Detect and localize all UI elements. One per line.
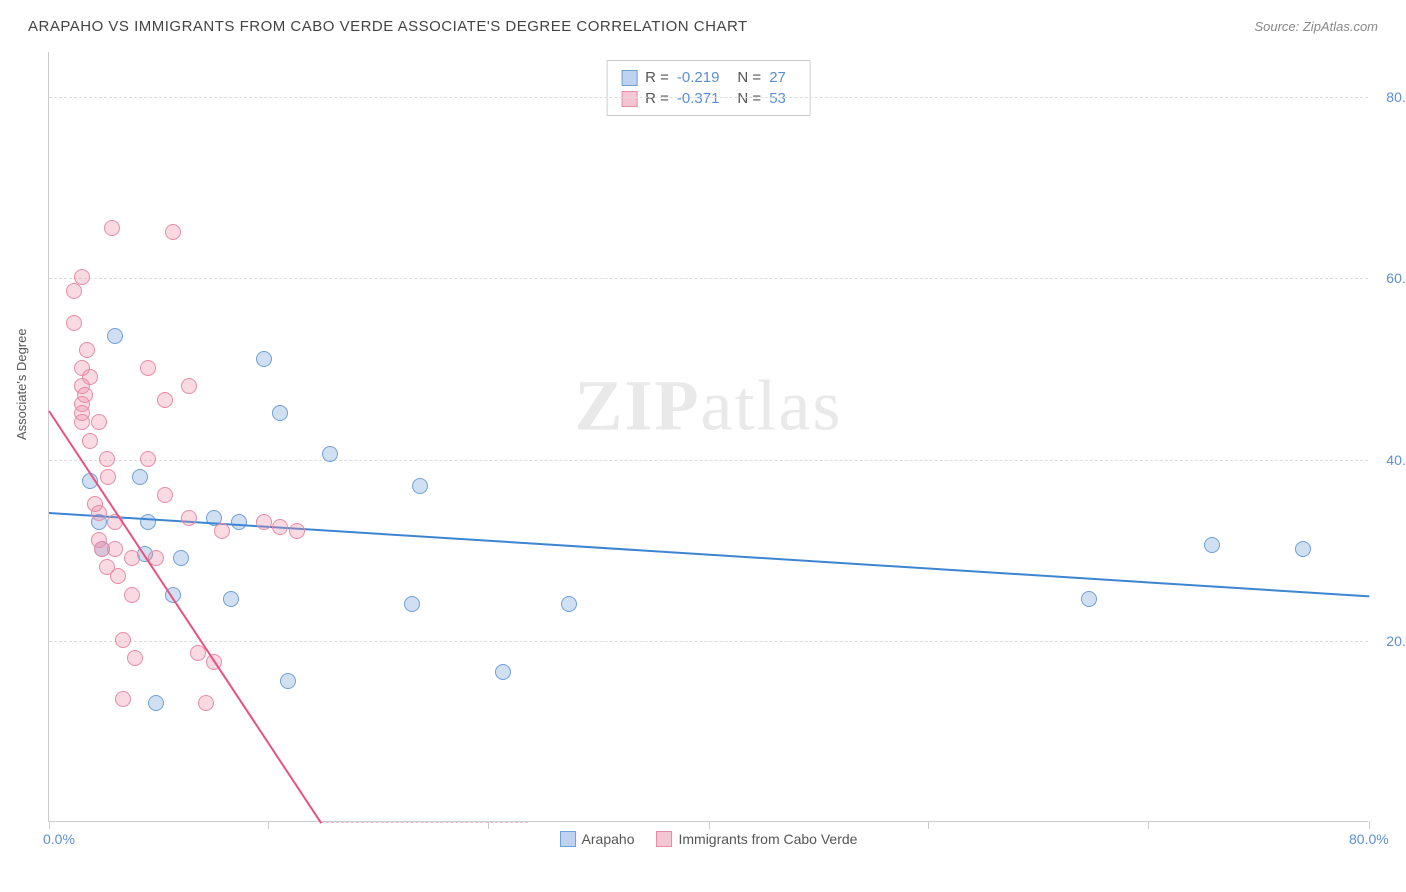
n-label: N = <box>737 69 761 86</box>
x-tick-label: 80.0% <box>1349 831 1389 847</box>
x-tick <box>709 821 710 829</box>
data-point <box>1081 591 1097 607</box>
data-point <box>289 523 305 539</box>
data-point <box>256 351 272 367</box>
series-swatch <box>560 831 576 847</box>
data-point <box>124 587 140 603</box>
legend-label: Arapaho <box>582 831 635 847</box>
data-point <box>272 519 288 535</box>
legend-label: Immigrants from Cabo Verde <box>678 831 857 847</box>
data-point <box>91 505 107 521</box>
chart-title: ARAPAHO VS IMMIGRANTS FROM CABO VERDE AS… <box>28 18 748 35</box>
data-point <box>110 568 126 584</box>
n-value: 27 <box>769 69 786 86</box>
data-point <box>132 469 148 485</box>
data-point <box>272 405 288 421</box>
data-point <box>322 446 338 462</box>
series-swatch <box>656 831 672 847</box>
r-value: -0.219 <box>677 69 720 86</box>
series-swatch <box>621 70 637 86</box>
data-point <box>148 695 164 711</box>
data-point <box>107 328 123 344</box>
data-point <box>181 510 197 526</box>
gridline <box>49 97 1368 98</box>
r-label: R = <box>645 69 669 86</box>
data-point <box>82 369 98 385</box>
data-point <box>181 378 197 394</box>
data-point <box>165 224 181 240</box>
trend-line <box>48 410 322 823</box>
x-tick <box>928 821 929 829</box>
series-legend: Arapaho Immigrants from Cabo Verde <box>560 831 858 847</box>
data-point <box>99 451 115 467</box>
source-credit: Source: ZipAtlas.com <box>1254 19 1378 34</box>
data-point <box>74 269 90 285</box>
y-axis-label: Associate's Degree <box>14 328 29 440</box>
data-point <box>561 596 577 612</box>
data-point <box>173 550 189 566</box>
x-tick <box>1369 821 1370 829</box>
stats-row: R = -0.219 N = 27 <box>621 67 796 88</box>
data-point <box>198 695 214 711</box>
y-tick-label: 40.0% <box>1386 452 1406 468</box>
data-point <box>124 550 140 566</box>
chart-plot-area: ZIPatlas R =-0.219N =27R =-0.371N =53 Ar… <box>48 52 1368 822</box>
data-point <box>412 478 428 494</box>
trend-line-extrapolated <box>321 822 527 823</box>
data-point <box>79 342 95 358</box>
watermark-text: ZIPatlas <box>575 364 843 447</box>
data-point <box>231 514 247 530</box>
data-point <box>157 487 173 503</box>
n-value: 53 <box>769 90 786 107</box>
data-point <box>91 414 107 430</box>
legend-item: Immigrants from Cabo Verde <box>656 831 857 847</box>
data-point <box>74 414 90 430</box>
trend-line <box>49 512 1369 597</box>
gridline <box>49 641 1368 642</box>
data-point <box>140 451 156 467</box>
data-point <box>190 645 206 661</box>
data-point <box>1204 537 1220 553</box>
stats-row: R = -0.371 N = 53 <box>621 88 796 109</box>
data-point <box>223 591 239 607</box>
data-point <box>256 514 272 530</box>
data-point <box>127 650 143 666</box>
x-tick <box>268 821 269 829</box>
r-value: -0.371 <box>677 90 720 107</box>
legend-item: Arapaho <box>560 831 635 847</box>
r-label: R = <box>645 90 669 107</box>
data-point <box>107 541 123 557</box>
data-point <box>66 283 82 299</box>
gridline <box>49 278 1368 279</box>
data-point <box>66 315 82 331</box>
gridline <box>49 460 1368 461</box>
data-point <box>100 469 116 485</box>
data-point <box>77 387 93 403</box>
data-point <box>140 514 156 530</box>
y-tick-label: 20.0% <box>1386 633 1406 649</box>
data-point <box>115 691 131 707</box>
y-tick-label: 80.0% <box>1386 89 1406 105</box>
data-point <box>104 220 120 236</box>
data-point <box>404 596 420 612</box>
y-tick-label: 60.0% <box>1386 270 1406 286</box>
data-point <box>495 664 511 680</box>
x-tick <box>1148 821 1149 829</box>
x-tick-label: 0.0% <box>43 831 75 847</box>
data-point <box>214 523 230 539</box>
data-point <box>115 632 131 648</box>
data-point <box>1295 541 1311 557</box>
data-point <box>157 392 173 408</box>
data-point <box>82 433 98 449</box>
series-swatch <box>621 91 637 107</box>
n-label: N = <box>737 90 761 107</box>
x-tick <box>49 821 50 829</box>
stats-legend-box: R = -0.219 N = 27 R = -0.371 N = 53 <box>606 60 811 116</box>
data-point <box>280 673 296 689</box>
data-point <box>140 360 156 376</box>
